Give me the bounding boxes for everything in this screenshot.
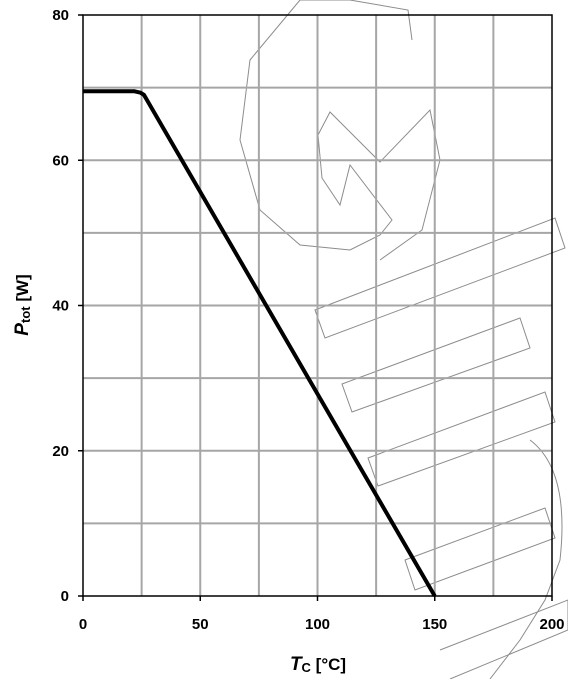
series-line (83, 89, 437, 598)
watermark-bar-1 (314, 217, 566, 339)
x-axis-label: TC [°C] (290, 654, 346, 675)
y-axis-ticks: 0 20 40 60 80 (52, 7, 83, 605)
watermark-bar-5 (439, 599, 568, 679)
y-tick-label: 0 (61, 588, 69, 605)
watermark-logo (239, 0, 568, 679)
watermark-bar-4 (404, 507, 556, 591)
x-tick-label: 200 (539, 616, 564, 633)
watermark-bar-2 (341, 317, 531, 413)
y-axis-unit: [W] (13, 274, 32, 306)
series-layer (83, 89, 437, 598)
y-tick-label: 80 (52, 7, 69, 24)
watermark-arc (489, 439, 563, 679)
y-axis-subscript: tot (18, 306, 33, 323)
x-axis-unit: [°C] (311, 655, 346, 674)
y-axis-symbol: P (12, 323, 33, 336)
x-tick-label: 150 (422, 616, 447, 633)
grid (83, 15, 552, 596)
y-tick-label: 20 (52, 443, 69, 460)
y-tick-label: 60 (52, 152, 69, 169)
x-axis-ticks: 0 50 100 150 200 (79, 596, 565, 633)
y-tick-label: 40 (52, 298, 69, 315)
x-tick-label: 0 (79, 616, 87, 633)
y-axis-label: Ptot [W] (12, 274, 33, 335)
x-tick-label: 100 (305, 616, 330, 633)
x-tick-label: 50 (192, 616, 209, 633)
watermark-bar-3 (367, 391, 556, 487)
watermark-e-shape (239, 0, 441, 261)
x-axis-symbol: T (290, 654, 303, 675)
x-axis-subscript: C (302, 660, 312, 675)
